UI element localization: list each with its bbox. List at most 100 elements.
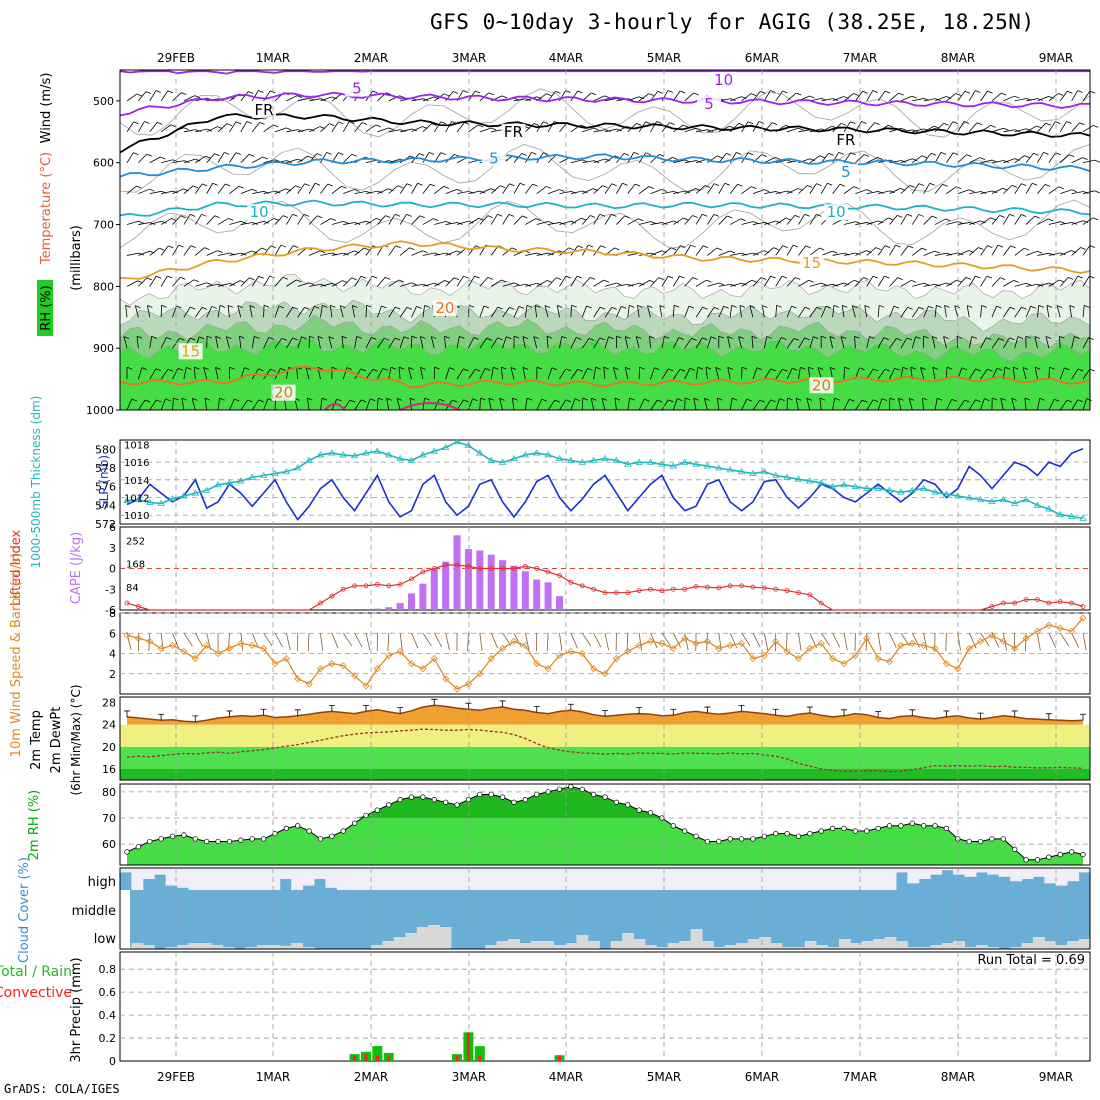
wind-barb-10m: [889, 632, 897, 649]
wind-barb: [134, 305, 141, 318]
wind-barb: [546, 335, 553, 349]
wind-barb-flag: [463, 368, 469, 372]
wind-barb: [969, 157, 986, 164]
wind-barb-flag: [292, 306, 298, 310]
wind-barb-staff: [500, 367, 503, 380]
wind-barb: [980, 368, 993, 380]
wind-barb-10m: [785, 632, 788, 651]
wind-barb: [920, 367, 926, 380]
wind-barb-staff: [980, 305, 983, 318]
wind-barb-staff: [604, 97, 617, 102]
wind-barb-flag: [249, 153, 255, 157]
wind-barb-staff: [525, 96, 537, 102]
wind-barb-staff: [627, 305, 630, 318]
wind-barb-flag: [976, 122, 983, 126]
wind-barb: [1014, 183, 1027, 194]
wind-barb: [817, 367, 824, 380]
wind-barb-flag: [343, 220, 349, 224]
contour-label: 5: [489, 149, 499, 167]
wind-barb-flag: [270, 245, 276, 249]
thickness-point: [259, 471, 268, 478]
cloud-low-bar: [667, 943, 680, 949]
wind-barb: [297, 336, 307, 349]
wind-barb-staff: [525, 218, 536, 225]
wind-barb-flag: [360, 275, 367, 279]
wind-barb-staff: [194, 307, 203, 318]
wind-barb: [399, 336, 410, 349]
lifted-index-point: [420, 569, 426, 575]
wind-barb: [912, 247, 927, 256]
wind-barb-flag: [649, 335, 655, 339]
wind-barb-flag: [952, 121, 958, 125]
wind-barb: [307, 397, 313, 411]
wind-barb-flag: [1071, 189, 1077, 193]
wind-barb-flag: [397, 185, 403, 189]
wind-barb: [832, 397, 840, 411]
rh2m-point: [181, 832, 187, 838]
wind-speed-point: [817, 639, 825, 647]
contour-label-bg: [178, 343, 203, 360]
wind-speed-point: [1011, 644, 1019, 653]
wind-barb-flag: [591, 92, 597, 96]
temp-tick-label: 20: [102, 741, 116, 754]
wind-barb: [889, 92, 904, 102]
precip-convective-bar: [387, 1056, 391, 1061]
rh2m-point: [351, 820, 358, 826]
wind-barb-10m: [832, 632, 841, 648]
wind-barb-10m: [650, 632, 658, 649]
wind-barb-flag: [244, 367, 250, 370]
wind-barb: [798, 337, 810, 349]
wind-barb-staff: [900, 337, 908, 349]
wind-barb-staff: [125, 305, 128, 318]
wind-barb-staff: [707, 155, 718, 164]
wind-barb: [763, 368, 776, 380]
wind-barb-flag: [911, 95, 918, 99]
wind-barb: [627, 152, 639, 163]
wind-barb-staff: [775, 159, 788, 164]
wind-barb: [479, 127, 497, 133]
wind-barb-flag: [586, 305, 592, 309]
wind-speed-point: [658, 639, 666, 647]
wind-barb-10m: [1082, 632, 1087, 651]
wind-barb-staff: [456, 336, 460, 349]
wind-barb-flag: [875, 247, 881, 250]
wind-barb-staff: [126, 252, 139, 256]
ylabel-thickness: 1000-500mb Thickness (dm): [29, 396, 43, 569]
wind-barb-flag: [544, 305, 551, 309]
wind-barb: [217, 282, 235, 287]
wind-barb: [570, 368, 583, 380]
wind-barb-flag: [301, 336, 307, 340]
cloud-low-bar: [953, 941, 965, 949]
wind-barb: [957, 154, 972, 164]
cloud-high-gap: [211, 868, 224, 890]
rh2m-point: [818, 828, 824, 834]
wind-barb-staff: [331, 252, 344, 256]
wind-barb-staff: [718, 183, 726, 194]
wind-barb-staff: [1082, 245, 1091, 256]
wind-barb-staff: [718, 153, 727, 163]
date-label-top: 1MAR: [256, 51, 291, 65]
date-label-top: 29FEB: [157, 51, 195, 65]
wind-barb-flag: [997, 244, 1004, 248]
wind-barb-staff: [502, 183, 510, 194]
wind-barb-staff: [786, 215, 796, 225]
wind-barb-10m: [331, 632, 339, 649]
wind-barb-staff: [320, 282, 333, 287]
temperature-contour: [119, 91, 1090, 117]
thickness-point: [282, 467, 291, 475]
temp-minmax-whisker: [806, 706, 813, 714]
wind-barb-staff: [263, 275, 271, 287]
cloud-high-gap: [679, 868, 692, 890]
wind-barb: [399, 213, 412, 225]
wind-barb-staff: [581, 338, 590, 349]
cloud-high-gap: [759, 868, 771, 890]
temp-minmax-whisker: [158, 713, 165, 721]
wind-barb-staff: [840, 336, 845, 349]
cloud-high-gap: [861, 868, 874, 890]
thickness-point: [965, 494, 973, 501]
wind-barb-staff: [240, 153, 250, 164]
wind-barb-staff: [445, 367, 450, 380]
wind-tick-label: 8: [109, 607, 116, 620]
wind-barb-staff: [525, 123, 535, 133]
wind-barb: [217, 218, 234, 225]
